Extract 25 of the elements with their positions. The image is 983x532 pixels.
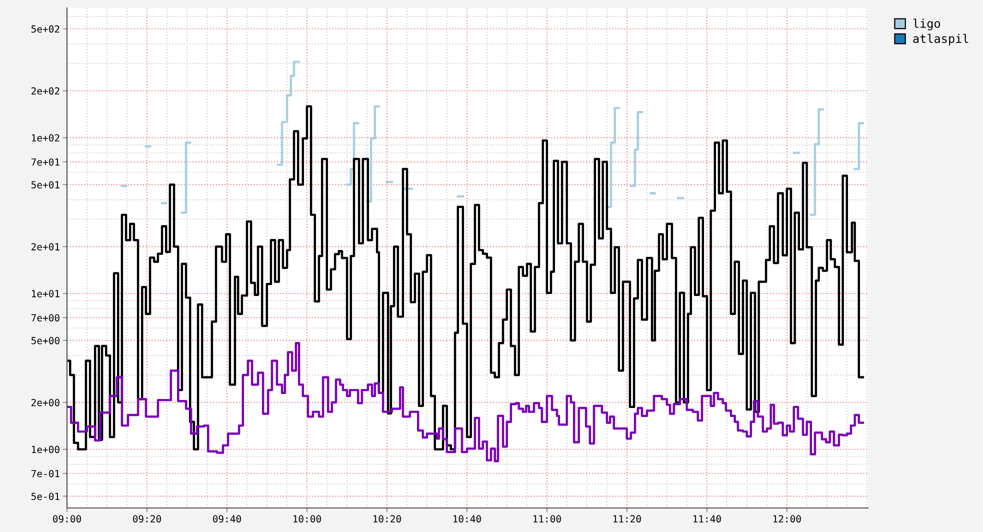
y-tick-label: 2e+01 [32, 243, 60, 250]
x-tick-label: 10:40 [453, 515, 481, 523]
y-tick-label: 1e+00 [32, 446, 60, 454]
legend-label: ligo [913, 18, 940, 30]
x-tick-label: 12:00 [773, 515, 801, 523]
y-tick-label: 2e+02 [32, 87, 60, 95]
y-tick-label: 2e+00 [32, 398, 60, 406]
y-tick-label: 5e-01 [31, 492, 60, 500]
x-tick-label: 09:20 [132, 515, 161, 523]
x-tick-label: 11:20 [613, 515, 641, 523]
y-tick-label: 1e+01 [32, 290, 60, 298]
x-tick-label: 09:40 [212, 515, 241, 523]
y-tick-label: 7e+00 [31, 314, 60, 322]
legend-label: atlaspil [913, 34, 968, 46]
x-tick-label: 10:20 [373, 515, 401, 523]
y-tick-label: 5e+02 [31, 25, 60, 33]
y-tick-label: 7e+01 [31, 158, 60, 166]
x-tick-label: 10:00 [294, 515, 321, 523]
x-tick-label: 09:00 [53, 515, 82, 523]
y-tick-label: 5e+01 [31, 181, 60, 188]
x-tick-label: 11:40 [693, 515, 721, 523]
y-tick-label: 1e+02 [32, 134, 60, 142]
x-tick-label: 11:00 [533, 515, 561, 523]
y-tick-label: 5e+00 [31, 336, 60, 344]
y-tick-label: 7e-01 [31, 470, 60, 478]
